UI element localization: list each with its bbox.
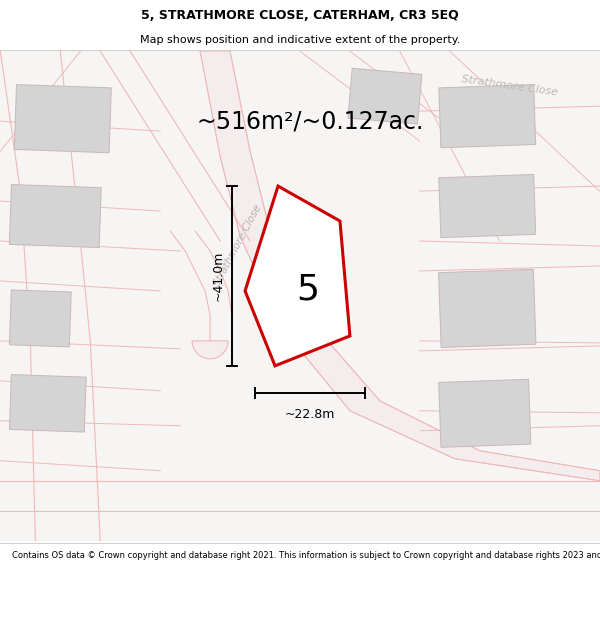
- Bar: [439, 174, 536, 238]
- Text: Strathmore Close: Strathmore Close: [461, 74, 559, 98]
- Text: 5, STRATHMORE CLOSE, CATERHAM, CR3 5EQ: 5, STRATHMORE CLOSE, CATERHAM, CR3 5EQ: [141, 9, 459, 22]
- Text: Strathmore Close: Strathmore Close: [212, 204, 264, 288]
- Text: ~516m²/~0.127ac.: ~516m²/~0.127ac.: [196, 109, 424, 133]
- Bar: [14, 84, 112, 152]
- Bar: [439, 84, 536, 148]
- Text: ~22.8m: ~22.8m: [285, 408, 335, 421]
- Text: Map shows position and indicative extent of the property.: Map shows position and indicative extent…: [140, 35, 460, 45]
- Polygon shape: [200, 51, 599, 481]
- Bar: [439, 269, 536, 348]
- Text: Contains OS data © Crown copyright and database right 2021. This information is : Contains OS data © Crown copyright and d…: [12, 551, 600, 560]
- Bar: [10, 184, 101, 248]
- Text: 5: 5: [296, 273, 319, 307]
- Bar: [10, 290, 71, 347]
- Wedge shape: [192, 341, 228, 359]
- Bar: [10, 374, 86, 432]
- Bar: [439, 379, 531, 448]
- Polygon shape: [245, 186, 350, 366]
- Text: ~41.0m: ~41.0m: [212, 251, 224, 301]
- Bar: [348, 68, 422, 124]
